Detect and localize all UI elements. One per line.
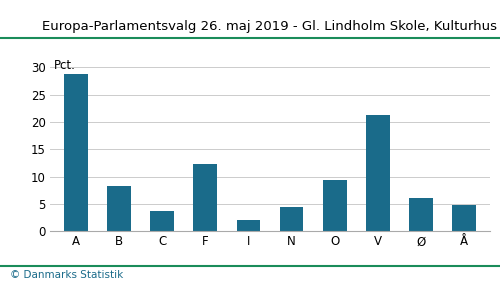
Bar: [323, 180, 346, 231]
Bar: [194, 164, 217, 231]
Text: Europa-Parlamentsvalg 26. maj 2019 - Gl. Lindholm Skole, Kulturhus: Europa-Parlamentsvalg 26. maj 2019 - Gl.…: [42, 20, 498, 33]
Bar: [150, 211, 174, 231]
Bar: [280, 207, 303, 231]
Bar: [409, 198, 433, 231]
Text: © Danmarks Statistik: © Danmarks Statistik: [10, 270, 123, 280]
Bar: [107, 186, 131, 231]
Text: Pct.: Pct.: [54, 59, 76, 72]
Bar: [64, 74, 88, 231]
Bar: [452, 205, 476, 231]
Bar: [236, 220, 260, 231]
Bar: [366, 115, 390, 231]
